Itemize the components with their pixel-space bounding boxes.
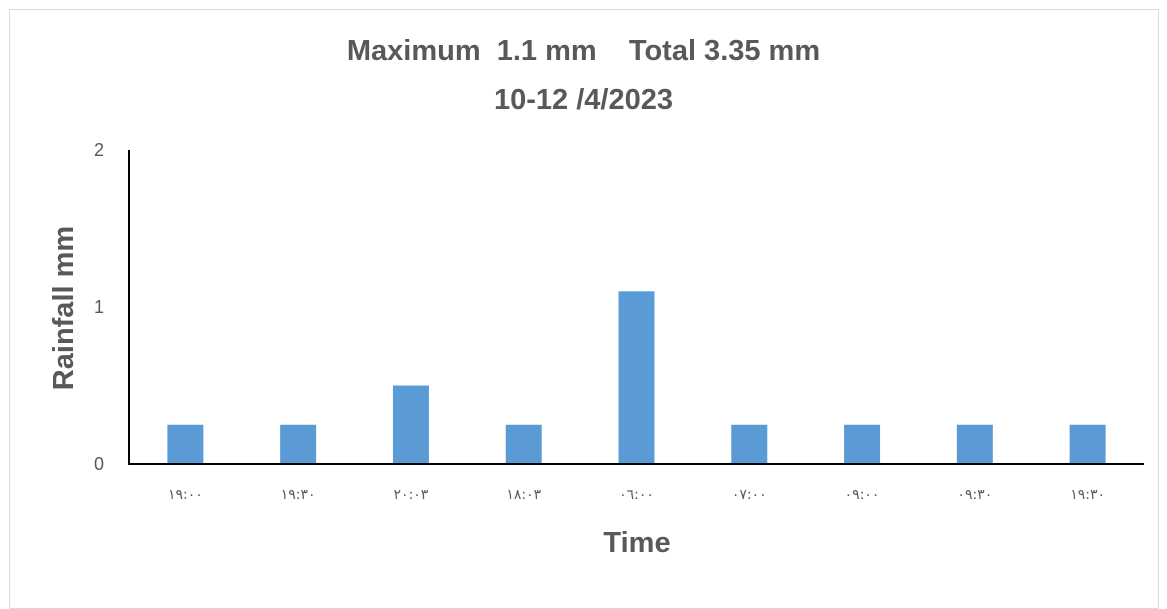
bar-2 [280,425,316,464]
bar-7 [844,425,880,464]
x-tick-label: ١٩:٣٠ [1070,487,1105,503]
bar-8 [957,425,993,464]
bar-3 [393,386,429,465]
y-axis-ticks: 0 1 2 [94,140,104,474]
x-tick-label: ١٩:٠٠ [168,487,203,503]
bar-chart: 0 1 2 ١٩:٠٠ ١٩:٣٠ ٢٠:٠٣ ١٨:٠٣ ٠٦:٠٠ ٠٧:٠٠ ٠٩:٠٠ ٠… [0,0,1167,590]
x-tick-label: ١٩:٣٠ [281,487,316,503]
x-axis-title: Time [603,527,670,559]
y-tick-label: 0 [94,454,104,474]
bar-4 [506,425,542,464]
x-tick-label: ٠٧:٠٠ [732,487,767,503]
bar-6 [731,425,767,464]
x-tick-label: ١٨:٠٣ [506,487,541,503]
bar-9 [1070,425,1106,464]
bar-5 [619,291,655,464]
x-tick-label: ٢٠:٠٣ [394,487,429,503]
y-tick-label: 2 [94,140,104,160]
x-tick-label: ٠٩:٠٠ [845,487,880,503]
x-tick-label: ٠٦:٠٠ [619,487,654,503]
bar-1 [167,425,203,464]
y-axis-title: Rainfall mm [48,226,80,390]
x-axis-ticks: ١٩:٠٠ ١٩:٣٠ ٢٠:٠٣ ١٨:٠٣ ٠٦:٠٠ ٠٧:٠٠ ٠٩:٠٠ ٠٩:٣٠… [168,487,1105,503]
y-tick-label: 1 [94,297,104,317]
x-tick-label: ٠٩:٣٠ [957,487,992,503]
bars-group [167,291,1105,464]
